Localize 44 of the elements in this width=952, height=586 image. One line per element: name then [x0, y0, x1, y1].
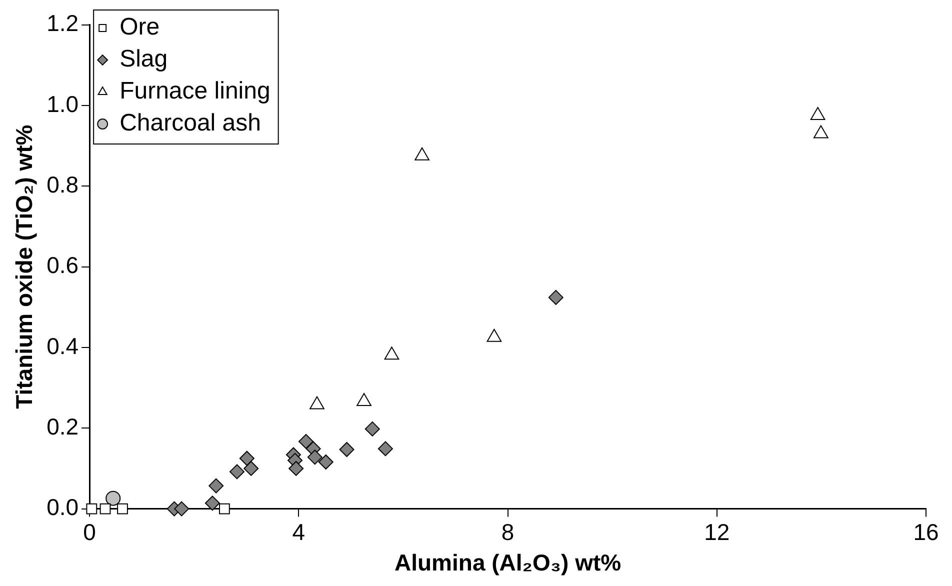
- y-tick-label: 1.0: [46, 90, 79, 117]
- point: [229, 464, 244, 480]
- legend-label: Charcoal ash: [120, 110, 261, 137]
- point: [364, 421, 380, 436]
- legend-label: Slag: [120, 46, 168, 73]
- point: [244, 460, 259, 476]
- point: [106, 490, 121, 506]
- point: [307, 450, 322, 465]
- point: [384, 346, 400, 360]
- y-tick-label: 0.8: [46, 171, 79, 198]
- point: [356, 393, 372, 406]
- y-tick-label: 1.2: [46, 10, 79, 36]
- x-tick-label: 8: [501, 518, 514, 545]
- point: [100, 503, 111, 514]
- point: [239, 450, 254, 466]
- point: [288, 460, 304, 476]
- point: [86, 503, 98, 514]
- legend-label: Furnace lining: [120, 78, 270, 105]
- point: [548, 290, 564, 305]
- point: [117, 503, 128, 514]
- point: [378, 441, 393, 456]
- point: [310, 396, 324, 410]
- y-tick-label: 0.2: [46, 413, 79, 440]
- point: [208, 478, 224, 494]
- point: [414, 147, 430, 160]
- point: [298, 434, 314, 449]
- y-tick-label: 0.4: [46, 332, 79, 359]
- point: [486, 328, 502, 342]
- y-tick-label: 0.6: [46, 252, 79, 278]
- x-tick-label: 4: [292, 518, 306, 545]
- y-tick-label: 0.0: [46, 494, 79, 520]
- y-axis-title: Titanium oxide (TiO₂) wt%: [11, 124, 38, 409]
- point: [813, 125, 828, 138]
- x-tick-label: 12: [704, 518, 730, 545]
- point: [318, 454, 334, 470]
- point: [174, 501, 190, 516]
- point: [204, 496, 220, 511]
- x-tick-label: 0: [83, 518, 96, 545]
- x-axis-title: Alumina (Al₂O₃) wt%: [394, 550, 622, 576]
- point: [339, 442, 354, 458]
- x-tick-label: 16: [913, 518, 939, 545]
- point: [810, 107, 826, 120]
- point: [218, 503, 230, 514]
- legend-label: Ore: [120, 14, 160, 41]
